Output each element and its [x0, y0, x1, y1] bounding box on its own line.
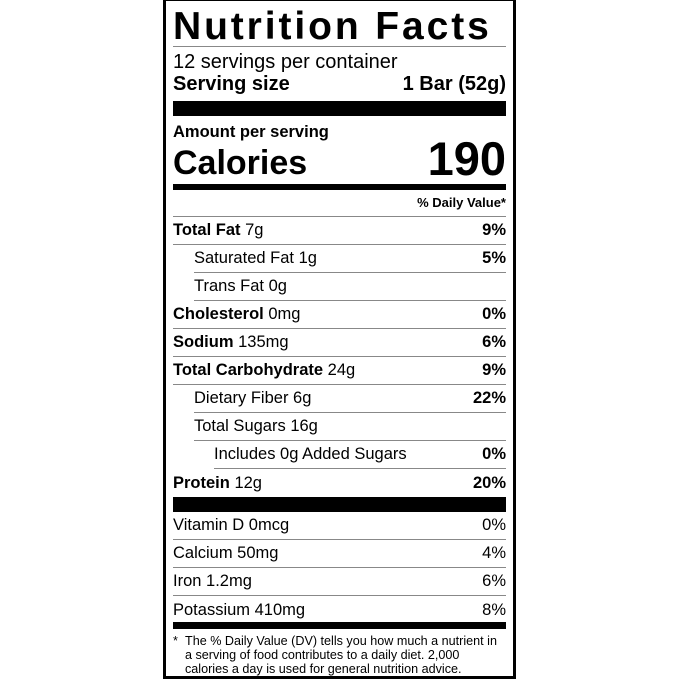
label-title: Nutrition Facts	[173, 1, 506, 48]
nutrient-row: Total Sugars 16g	[194, 413, 506, 441]
nutrient-label: Saturated Fat	[194, 249, 294, 267]
nutrient-row: Cholesterol 0mg 0%	[173, 301, 506, 329]
vitamin-row: Calcium 50mg 4%	[173, 540, 506, 568]
nutrient-name: Includes 0g Added Sugars	[214, 445, 407, 464]
nutrient-label: Total Fat	[173, 221, 241, 239]
vitamin-daily-value: 0%	[482, 516, 506, 534]
nutrient-daily-value: 6%	[482, 333, 506, 351]
nutrient-row: Sodium 135mg 6%	[173, 329, 506, 357]
nutrient-amount: 6g	[293, 389, 312, 407]
nutrient-amount: 7g	[245, 221, 264, 239]
vitamin-list: Vitamin D 0mcg 0% Calcium 50mg 4% Iron 1.2mg…	[173, 512, 506, 624]
divider-thick	[173, 101, 506, 116]
divider-thick	[173, 497, 506, 512]
vitamin-name: Calcium 50mg	[173, 544, 279, 562]
nutrient-row: Dietary Fiber 6g 22%	[194, 385, 506, 413]
vitamin-row: Potassium 410mg 8%	[173, 596, 506, 624]
nutrient-name: Cholesterol 0mg	[173, 305, 300, 324]
nutrient-row: Protein 12g 20%	[173, 469, 506, 497]
nutrient-name: Total Sugars 16g	[194, 417, 318, 436]
nutrient-name: Sodium 135mg	[173, 333, 289, 352]
footnote: * The % Daily Value (DV) tells you how m…	[173, 634, 506, 676]
divider-medium	[173, 622, 506, 629]
nutrient-row: Total Fat 7g 9%	[173, 217, 506, 245]
nutrient-name: Total Carbohydrate 24g	[173, 361, 355, 380]
nutrient-daily-value: 0%	[482, 305, 506, 323]
nutrient-label: Cholesterol	[173, 305, 264, 323]
nutrient-daily-value: 9%	[482, 361, 506, 379]
nutrient-amount: 24g	[327, 361, 356, 379]
nutrient-label: Total Sugars	[194, 417, 286, 435]
serving-size: Serving size 1 Bar (52g)	[173, 73, 506, 95]
footnote-text: The % Daily Value (DV) tells you how muc…	[185, 634, 497, 676]
footnote-star: *	[173, 634, 178, 648]
vitamin-row: Vitamin D 0mcg 0%	[173, 512, 506, 540]
nutrient-label: Protein	[173, 473, 230, 492]
nutrient-row: Total Carbohydrate 24g 9%	[173, 357, 506, 385]
nutrient-name: Dietary Fiber 6g	[194, 389, 311, 408]
vitamin-name: Iron 1.2mg	[173, 572, 252, 590]
nutrient-label: Includes 0g Added Sugars	[214, 445, 407, 463]
nutrient-amount: 16g	[290, 417, 318, 435]
divider-medium	[173, 184, 506, 190]
vitamin-name: Vitamin D 0mcg	[173, 516, 290, 534]
nutrient-label: Total Carbohydrate	[173, 361, 324, 379]
nutrient-name: Protein 12g	[173, 474, 262, 493]
nutrient-daily-value: 5%	[482, 249, 506, 267]
nutrient-amount: 135mg	[238, 333, 289, 351]
nutrient-amount: 1g	[298, 249, 317, 267]
vitamin-daily-value: 4%	[482, 544, 506, 562]
serving-size-value: 1 Bar (52g)	[402, 73, 506, 95]
nutrient-daily-value: 22%	[472, 389, 506, 407]
serving-size-label: Serving size	[173, 73, 290, 95]
vitamin-daily-value: 6%	[482, 572, 506, 590]
nutrient-list: Total Fat 7g 9% Saturated Fat 1g 5% Trans Fa…	[173, 217, 506, 497]
nutrient-row: Trans Fat 0g	[194, 273, 506, 301]
servings-per-container: 12 servings per container	[173, 51, 398, 73]
nutrient-label: Dietary Fiber	[194, 389, 289, 407]
nutrient-row: Saturated Fat 1g 5%	[194, 245, 506, 273]
nutrient-daily-value: 9%	[482, 221, 506, 239]
nutrient-name: Trans Fat 0g	[194, 277, 287, 296]
calories-value: 190	[427, 132, 506, 185]
nutrient-amount: 12g	[234, 473, 262, 492]
nutrient-daily-value: 0%	[482, 445, 506, 463]
vitamin-name: Potassium 410mg	[173, 600, 306, 619]
nutrient-row: Includes 0g Added Sugars 0%	[214, 441, 506, 469]
daily-value-header: % Daily Value*	[173, 190, 506, 217]
nutrient-label: Sodium	[173, 333, 234, 351]
amount-per-serving: Amount per serving	[173, 123, 329, 141]
nutrient-label: Trans Fat	[194, 277, 264, 295]
nutrient-name: Saturated Fat 1g	[194, 249, 317, 268]
nutrient-amount: 0g	[268, 277, 287, 295]
calories-label: Calories	[173, 144, 308, 182]
vitamin-daily-value: 8%	[482, 600, 506, 619]
nutrient-daily-value: 20%	[472, 473, 506, 492]
nutrient-name: Total Fat 7g	[173, 221, 263, 240]
nutrition-facts-label: Nutrition Facts 12 servings per containe…	[163, 0, 516, 679]
vitamin-row: Iron 1.2mg 6%	[173, 568, 506, 596]
nutrient-amount: 0mg	[268, 305, 301, 323]
calories-row: Calories 190	[173, 135, 506, 182]
